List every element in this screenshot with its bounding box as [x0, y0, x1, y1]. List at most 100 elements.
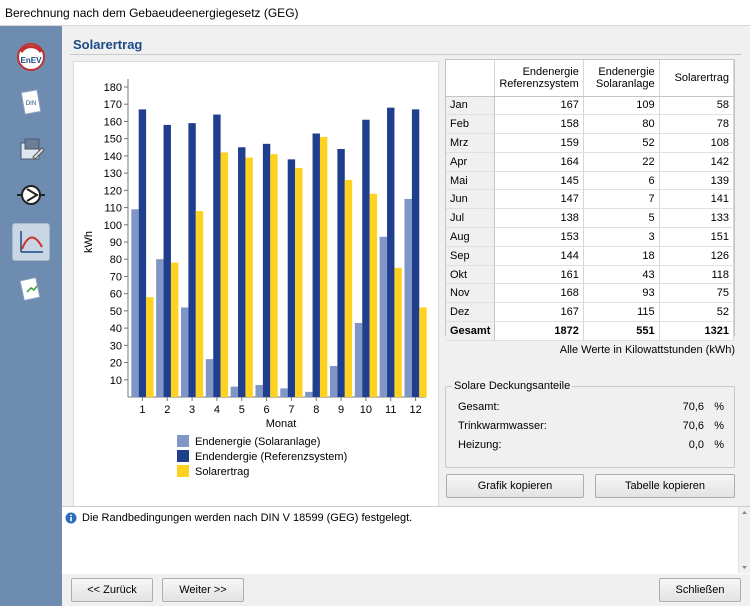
table-row-label: Feb — [446, 114, 496, 135]
x-axis-title: Monat — [266, 418, 297, 430]
table-cell: 7 — [583, 189, 660, 210]
bar-referenzsystem — [312, 133, 320, 397]
table-cell: 153 — [494, 227, 584, 247]
table-row[interactable]: Apr 164 22 142 — [446, 152, 735, 172]
y-tick-label: 40 — [110, 323, 122, 335]
nav-item-enev[interactable]: EnEV — [12, 38, 50, 76]
bar-solaranlage — [329, 366, 338, 397]
bar-referenzsystem — [238, 147, 246, 397]
bar-solarertrag — [394, 267, 402, 397]
copy-chart-button[interactable]: Grafik kopieren — [446, 474, 584, 498]
table-cell: 138 — [494, 208, 584, 229]
table-row[interactable]: Okt 161 43 118 — [446, 265, 735, 285]
table-row-label: Dez — [446, 302, 496, 323]
coverage-value: 0,0 — [688, 439, 704, 451]
x-tick-label: 8 — [313, 404, 319, 416]
table-row[interactable]: Sep 144 18 126 — [446, 246, 735, 266]
nav-item-solar-curve[interactable] — [12, 223, 50, 261]
table-cell: 159 — [494, 133, 584, 153]
window-title: Berechnung nach dem Gebaeudeenergiegeset… — [5, 6, 299, 20]
copy-table-button[interactable]: Tabelle kopieren — [595, 474, 735, 498]
y-tick-label: 130 — [104, 168, 122, 180]
header-line2: Referenzsystem — [499, 77, 579, 90]
bar-referenzsystem — [188, 123, 196, 397]
x-tick-label: 2 — [164, 404, 170, 416]
curve-chart-icon — [20, 231, 43, 253]
bar-solarertrag — [319, 136, 328, 397]
coverage-unit: % — [714, 439, 724, 451]
coverage-title: Solare Deckungsanteile — [452, 380, 573, 392]
table-row[interactable]: Jul 138 5 133 — [446, 208, 735, 229]
nav-item-pump[interactable] — [12, 176, 50, 214]
table-cell: 133 — [659, 208, 735, 229]
table-row[interactable]: Jun 147 7 141 — [446, 189, 735, 210]
left-navigation: EnEV DIN — [0, 26, 62, 606]
nav-item-din[interactable]: DIN — [12, 84, 50, 122]
table-row[interactable]: Nov 168 93 75 — [446, 283, 735, 304]
table-cell: 18 — [583, 246, 660, 266]
y-tick-label: 10 — [110, 375, 122, 387]
bar-solarertrag — [369, 193, 378, 397]
x-tick-label: 12 — [409, 404, 421, 416]
bar-referenzsystem — [411, 109, 420, 397]
legend-label: Endenergie (Solaranlage) — [195, 436, 320, 448]
table-cell: 5 — [583, 208, 660, 229]
table-row[interactable]: Feb 158 80 78 — [446, 114, 735, 135]
table-cell: 43 — [583, 265, 660, 285]
report-icon — [19, 276, 41, 302]
table-header-solarertrag[interactable]: Solarertrag — [659, 60, 735, 97]
table-cell: 52 — [659, 302, 735, 323]
header-line2: Solaranlage — [595, 77, 655, 90]
info-message-panel: Die Randbedingungen werden nach DIN V 18… — [62, 506, 750, 574]
data-table: Endenergie Referenzsystem Endenergie Solar… — [446, 60, 735, 341]
table-cell: 108 — [659, 133, 735, 153]
bar-solarertrag — [146, 297, 154, 397]
table-row-label: Jan — [446, 96, 496, 116]
pump-icon — [17, 185, 45, 205]
table-total-cell: 551 — [583, 321, 660, 341]
table-cell: 6 — [583, 171, 660, 191]
nav-item-report[interactable] — [12, 270, 50, 308]
x-tick-label: 1 — [139, 404, 145, 416]
back-button[interactable]: << Zurück — [71, 578, 153, 602]
legend-swatch — [177, 465, 189, 477]
table-cell: 118 — [659, 265, 735, 285]
nav-item-building[interactable] — [12, 130, 50, 168]
y-tick-label: 180 — [104, 82, 122, 94]
table-cell: 161 — [494, 265, 584, 285]
table-cell: 109 — [583, 96, 660, 116]
table-row[interactable]: Mai 145 6 139 — [446, 171, 735, 191]
table-header-referenz[interactable]: Endenergie Referenzsystem — [494, 60, 584, 97]
table-row[interactable]: Jan 167 109 58 — [446, 96, 735, 116]
legend-swatch — [177, 435, 189, 447]
table-row[interactable]: Mrz 159 52 108 — [446, 133, 735, 153]
y-tick-label: 120 — [104, 185, 122, 197]
bar-solaranlage — [404, 198, 412, 397]
y-tick-label: 160 — [104, 116, 122, 128]
table-cell: 58 — [659, 96, 735, 116]
bar-referenzsystem — [287, 159, 296, 397]
table-total-cell: 1872 — [494, 321, 584, 341]
table-cell: 75 — [659, 283, 735, 304]
bar-solaranlage — [205, 359, 214, 397]
x-tick-label: 6 — [264, 404, 270, 416]
table-header-solaranlage[interactable]: Endenergie Solaranlage — [583, 60, 660, 97]
x-tick-label: 9 — [338, 404, 344, 416]
close-button[interactable]: Schließen — [659, 578, 741, 602]
table-row-label: Mrz — [446, 133, 496, 153]
table-row[interactable]: Aug 153 3 151 — [446, 227, 735, 247]
next-button[interactable]: Weiter >> — [162, 578, 244, 602]
y-axis-title: kWh — [83, 231, 95, 253]
bar-referenzsystem — [262, 143, 271, 397]
table-cell: 158 — [494, 114, 584, 135]
table-row-label: Nov — [446, 283, 496, 304]
main-content: Solarertrag 10 20 30 40 50 60 70 80 90 100 110 120 1… — [62, 26, 750, 606]
y-tick-label: 50 — [110, 306, 122, 318]
scroll-arrows-icon — [742, 511, 747, 569]
table-row[interactable]: Dez 167 115 52 — [446, 302, 735, 323]
y-tick-label: 70 — [110, 271, 122, 283]
info-scrollbar[interactable] — [738, 507, 750, 573]
x-tick-label: 7 — [288, 404, 294, 416]
table-cell: 147 — [494, 189, 584, 210]
din-document-icon: DIN — [20, 89, 42, 115]
